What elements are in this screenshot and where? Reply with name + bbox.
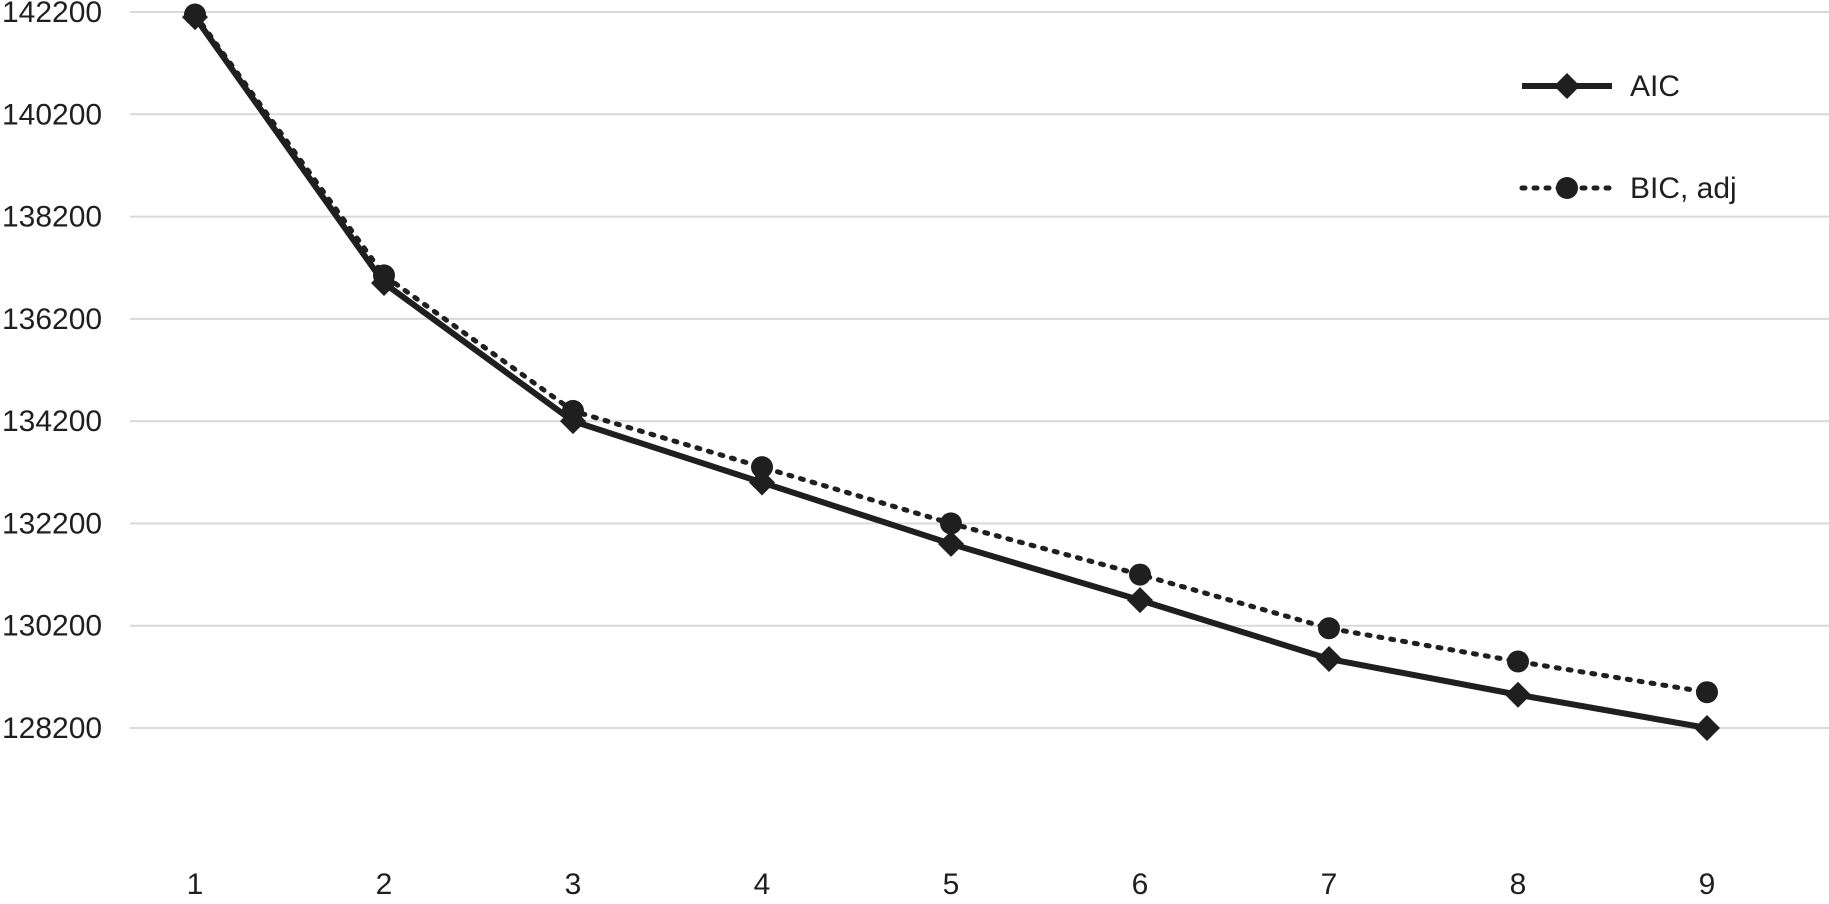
x-tick-label: 8 <box>1510 868 1527 901</box>
y-tick-label: 140200 <box>2 98 102 131</box>
x-tick-label: 4 <box>754 868 771 901</box>
x-tick-label: 2 <box>376 868 393 901</box>
bic-data-point <box>1507 650 1529 673</box>
legend-item-aic: AIC <box>1522 70 1680 103</box>
aic-data-point <box>749 469 775 496</box>
x-axis-tick-labels: 1 2 3 4 5 6 7 8 9 <box>187 868 1716 901</box>
y-tick-label: 142200 <box>2 0 102 29</box>
legend: AIC BIC, adj <box>1519 70 1737 205</box>
aic-data-point <box>938 530 964 557</box>
aic-data-point <box>371 270 397 297</box>
aic-data-point <box>1505 681 1531 708</box>
aic-data-point <box>560 408 586 435</box>
y-tick-label: 136200 <box>2 303 102 336</box>
legend-item-bic-adj: BIC, adj <box>1519 172 1737 205</box>
bic-data-point <box>1318 617 1340 640</box>
legend-label: AIC <box>1630 70 1680 103</box>
series-markers <box>182 3 1720 741</box>
y-tick-label: 132200 <box>2 507 102 540</box>
series-line-aic <box>192 15 1708 731</box>
y-tick-label: 134200 <box>2 405 102 438</box>
x-tick-label: 1 <box>187 868 204 901</box>
x-tick-label: 6 <box>1132 868 1149 901</box>
series-line-bic-adj <box>192 12 1710 695</box>
aic-data-point <box>1316 645 1342 672</box>
x-tick-label: 9 <box>1699 868 1716 901</box>
x-tick-label: 3 <box>565 868 582 901</box>
y-tick-label: 128200 <box>2 712 102 745</box>
legend-label: BIC, adj <box>1630 172 1737 205</box>
bic-data-point <box>1696 681 1718 704</box>
bic-data-point <box>940 512 962 535</box>
legend-marker <box>1554 73 1580 99</box>
y-tick-label: 130200 <box>2 610 102 643</box>
legend-marker <box>1556 177 1578 199</box>
bic-data-point <box>751 456 773 479</box>
y-tick-label: 138200 <box>2 201 102 234</box>
bic-data-point <box>1129 563 1151 586</box>
aic-data-point <box>1127 587 1153 614</box>
x-tick-label: 7 <box>1321 868 1338 901</box>
x-tick-label: 5 <box>943 868 960 901</box>
aic-data-point <box>1694 715 1720 741</box>
gridlines <box>130 11 1829 729</box>
series-lines <box>192 12 1710 731</box>
aic-data-point <box>182 4 208 31</box>
y-axis-tick-labels: 142200 140200 138200 136200 134200 132200 1302… <box>2 0 102 745</box>
